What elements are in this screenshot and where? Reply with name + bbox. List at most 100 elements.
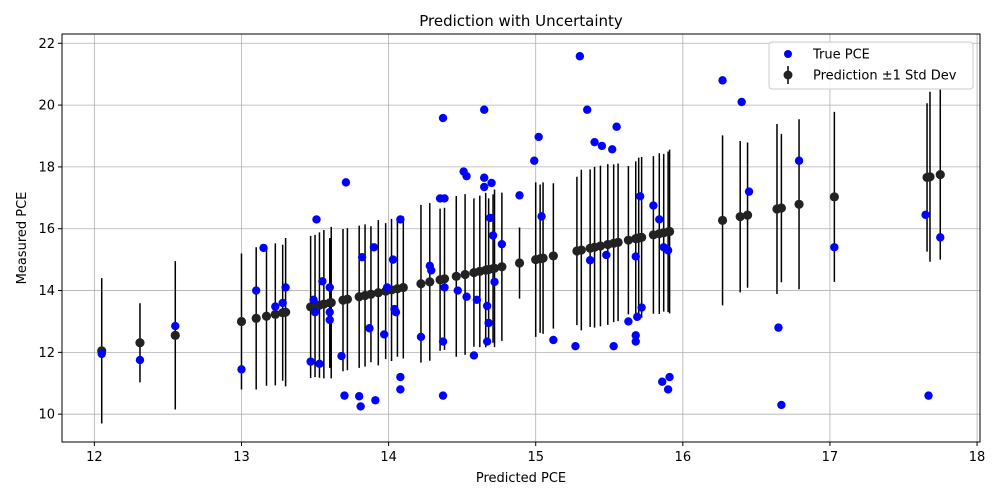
prediction-point bbox=[439, 274, 450, 284]
true-point bbox=[530, 156, 539, 165]
true-point bbox=[488, 231, 498, 240]
chart-title: Prediction with Uncertainty bbox=[419, 12, 623, 30]
y-tick-label: 18 bbox=[38, 160, 55, 175]
true-point bbox=[251, 286, 261, 295]
prediction-point bbox=[829, 192, 839, 202]
prediction-point bbox=[576, 245, 586, 255]
prediction-point bbox=[742, 210, 753, 220]
true-point bbox=[571, 341, 580, 351]
true-point bbox=[590, 137, 599, 147]
true-point bbox=[440, 283, 449, 292]
true-point bbox=[440, 194, 449, 203]
true-point bbox=[337, 351, 346, 361]
x-tick-label: 15 bbox=[527, 450, 544, 465]
prediction-point bbox=[236, 316, 247, 327]
true-point bbox=[482, 337, 492, 346]
prediction-point bbox=[366, 289, 376, 299]
true-point bbox=[497, 239, 507, 249]
y-tick-label: 16 bbox=[38, 222, 55, 237]
prediction-point bbox=[735, 212, 745, 222]
true-point bbox=[310, 307, 320, 317]
true-point bbox=[794, 156, 804, 165]
true-point bbox=[427, 266, 436, 275]
prediction-point bbox=[489, 263, 500, 273]
true-point bbox=[237, 365, 246, 374]
true-point bbox=[624, 317, 633, 326]
prediction-point bbox=[135, 338, 145, 348]
true-point bbox=[306, 357, 315, 366]
y-axis-label: Measured PCE bbox=[15, 192, 30, 285]
true-point bbox=[462, 292, 471, 301]
true-point bbox=[609, 341, 618, 351]
true-point bbox=[774, 323, 783, 332]
grid-lines bbox=[62, 34, 980, 442]
y-tick-label: 10 bbox=[38, 408, 55, 423]
true-point bbox=[325, 283, 334, 292]
true-point bbox=[737, 97, 746, 107]
true-point bbox=[921, 210, 930, 220]
true-point bbox=[608, 145, 617, 154]
true-point bbox=[438, 113, 448, 123]
true-point bbox=[472, 295, 482, 305]
prediction-point bbox=[460, 269, 470, 280]
legend-true-label: True PCE bbox=[812, 48, 870, 63]
true-point bbox=[602, 250, 611, 260]
true-point bbox=[537, 212, 546, 221]
legend: True PCE Prediction ±1 Std Dev bbox=[768, 41, 974, 90]
true-point bbox=[631, 252, 640, 261]
true-point bbox=[575, 52, 585, 61]
true-point bbox=[744, 187, 754, 196]
true-point bbox=[171, 321, 180, 331]
legend-pred-label: Prediction ±1 Std Dev bbox=[813, 69, 957, 84]
true-point bbox=[396, 215, 405, 224]
true-point bbox=[830, 243, 839, 252]
prediction-point bbox=[270, 309, 280, 319]
true-point bbox=[453, 286, 462, 295]
true-point bbox=[259, 243, 268, 253]
true-points bbox=[97, 52, 945, 411]
true-point bbox=[583, 105, 592, 114]
true-point bbox=[281, 283, 290, 292]
true-point bbox=[379, 330, 389, 339]
true-point bbox=[631, 331, 640, 340]
true-point bbox=[369, 243, 379, 252]
true-point bbox=[354, 392, 364, 401]
true-point bbox=[777, 400, 786, 410]
error-bars bbox=[100, 89, 942, 424]
y-tick-label: 22 bbox=[38, 37, 55, 52]
true-point bbox=[487, 178, 496, 188]
x-tick-label: 14 bbox=[380, 450, 397, 465]
prediction-point bbox=[342, 294, 353, 304]
prediction-point bbox=[613, 237, 623, 247]
true-point bbox=[371, 396, 380, 405]
true-point bbox=[469, 351, 479, 360]
x-axis-label: Predicted PCE bbox=[476, 471, 566, 486]
prediction-point bbox=[664, 226, 675, 237]
true-point bbox=[271, 302, 280, 311]
legend-pred-marker bbox=[783, 70, 793, 80]
true-point bbox=[585, 256, 595, 265]
true-point bbox=[924, 391, 933, 400]
x-tick-label: 16 bbox=[675, 450, 692, 465]
true-point bbox=[356, 402, 365, 411]
plot-frame bbox=[61, 33, 981, 443]
true-point bbox=[484, 318, 493, 328]
prediction-point bbox=[251, 313, 261, 323]
y-tick-label: 20 bbox=[38, 99, 55, 114]
true-point bbox=[135, 355, 145, 365]
true-point bbox=[663, 385, 673, 394]
true-point bbox=[365, 324, 374, 333]
prediction-point bbox=[170, 330, 180, 340]
prediction-point bbox=[794, 199, 804, 209]
true-point bbox=[658, 377, 667, 386]
true-point bbox=[315, 359, 324, 368]
true-point bbox=[388, 255, 398, 264]
true-point bbox=[649, 201, 658, 210]
true-point bbox=[462, 171, 471, 181]
prediction-point bbox=[261, 311, 272, 321]
true-point bbox=[718, 76, 727, 85]
prediction-point bbox=[637, 232, 647, 242]
prediction-point bbox=[416, 279, 426, 289]
true-point bbox=[633, 312, 642, 322]
